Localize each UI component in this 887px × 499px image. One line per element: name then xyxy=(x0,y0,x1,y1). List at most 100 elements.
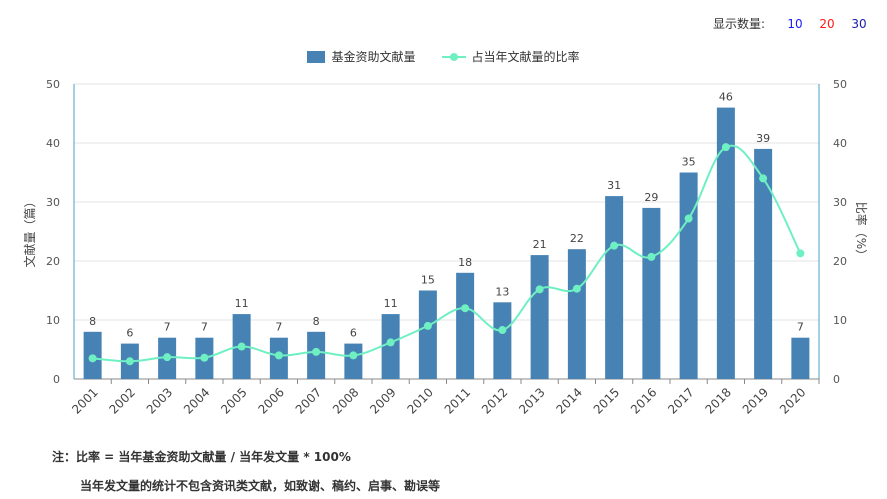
ratio-point xyxy=(88,354,97,363)
ratio-point xyxy=(423,321,432,330)
display-count-option-20[interactable]: 20 xyxy=(819,16,835,31)
legend-label-funded-count: 基金资助文献量 xyxy=(331,50,416,64)
note-exclusion: 当年发文量的统计不包含资讯类文献，如致谢、稿约、启事、勘误等 xyxy=(80,479,441,493)
x-tick-label: 2011 xyxy=(442,385,473,416)
x-tick-label: 2001 xyxy=(69,385,100,416)
display-count-control: 显示数量: 10 20 30 xyxy=(713,15,875,32)
bar xyxy=(642,207,661,379)
y-tick-label: 40 xyxy=(46,137,60,150)
bar-data-label: 18 xyxy=(458,256,472,269)
bar xyxy=(493,302,512,379)
ratio-point xyxy=(349,351,358,360)
y-axis-title: 文献量（篇） xyxy=(22,195,37,267)
bar xyxy=(344,343,363,379)
bar-data-label: 13 xyxy=(495,285,509,298)
bar-data-label: 11 xyxy=(235,297,249,310)
note-ratio-definition: 注：比率 = 当年基金资助文献量 / 当年发文量 * 100% xyxy=(52,450,351,464)
ratio-point xyxy=(163,353,172,362)
display-count-label: 显示数量: xyxy=(712,17,765,31)
bar-data-label: 46 xyxy=(719,91,733,104)
x-tick-label: 2010 xyxy=(404,385,435,416)
ratio-point xyxy=(535,285,544,294)
x-tick-label: 2013 xyxy=(516,385,547,416)
ratio-point xyxy=(647,252,656,261)
x-tick-label: 2012 xyxy=(479,385,510,416)
bar-data-label: 11 xyxy=(384,297,398,310)
bar-data-label: 6 xyxy=(126,327,133,340)
x-tick-label: 2003 xyxy=(144,385,175,416)
x-tick-label: 2004 xyxy=(181,385,212,416)
x-tick-label: 2007 xyxy=(293,385,324,416)
bar xyxy=(716,107,735,379)
x-tick-label: 2018 xyxy=(702,385,733,416)
display-count-option-10[interactable]: 10 xyxy=(787,16,803,31)
bar xyxy=(381,314,400,379)
bar-data-label: 7 xyxy=(797,321,804,334)
bar xyxy=(530,255,549,379)
ratio-point xyxy=(610,241,619,250)
ratio-point xyxy=(386,338,395,347)
y-tick-label: 20 xyxy=(46,255,60,268)
x-tick-label: 2015 xyxy=(591,385,622,416)
ratio-point xyxy=(498,326,507,335)
bar-data-label: 8 xyxy=(89,315,96,328)
bar-data-label: 21 xyxy=(533,238,547,251)
y2-tick-label: 40 xyxy=(833,137,847,150)
ratio-point xyxy=(721,143,730,152)
x-tick-label: 2014 xyxy=(553,385,584,416)
x-tick-label: 2020 xyxy=(777,385,808,416)
ratio-point xyxy=(200,353,209,362)
bar xyxy=(791,337,810,379)
bar-data-label: 6 xyxy=(350,327,357,340)
legend-item-ratio[interactable]: 占当年文献量的比率 xyxy=(441,48,580,65)
bar-data-label: 31 xyxy=(607,179,621,192)
y2-axis-title: 比率（%） xyxy=(854,202,869,261)
bar-data-label: 39 xyxy=(756,132,770,145)
ratio-point xyxy=(274,351,283,360)
y2-tick-label: 0 xyxy=(833,373,840,386)
bar xyxy=(679,172,698,379)
ratio-point xyxy=(125,357,134,366)
legend-bar-swatch xyxy=(307,50,326,63)
bar-data-label: 7 xyxy=(275,321,282,334)
bar xyxy=(418,290,437,379)
ratio-point xyxy=(684,214,693,223)
bar-data-label: 29 xyxy=(644,191,658,204)
ratio-point xyxy=(461,304,470,313)
ratio-point xyxy=(759,174,768,183)
ratio-point xyxy=(312,347,321,356)
y-tick-label: 30 xyxy=(46,196,60,209)
bar-data-label: 22 xyxy=(570,232,584,245)
x-tick-label: 2019 xyxy=(740,385,771,416)
bar-data-label: 7 xyxy=(201,321,208,334)
bar xyxy=(456,272,475,379)
legend-line-swatch xyxy=(441,51,466,63)
y2-tick-label: 30 xyxy=(833,196,847,209)
display-count-option-30[interactable]: 30 xyxy=(851,16,867,31)
ratio-series-line xyxy=(92,144,802,363)
x-tick-label: 2006 xyxy=(255,385,286,416)
bar-data-label: 35 xyxy=(682,156,696,169)
x-tick-label: 2008 xyxy=(330,385,361,416)
chart-legend: 基金资助文献量 占当年文献量的比率 xyxy=(0,48,887,65)
x-tick-label: 2016 xyxy=(628,385,659,416)
y2-tick-label: 20 xyxy=(833,255,847,268)
legend-item-funded-count[interactable]: 基金资助文献量 xyxy=(307,48,416,65)
y2-tick-label: 10 xyxy=(833,314,847,327)
x-tick-label: 2009 xyxy=(367,385,398,416)
y-tick-label: 50 xyxy=(46,78,60,91)
x-tick-label: 2002 xyxy=(106,385,137,416)
ratio-point xyxy=(796,249,805,258)
bar-data-label: 15 xyxy=(421,274,435,287)
bar xyxy=(754,148,773,379)
ratio-point xyxy=(237,342,246,351)
y-tick-label: 0 xyxy=(53,373,60,386)
x-tick-label: 2017 xyxy=(665,385,696,416)
x-tick-label: 2005 xyxy=(218,385,249,416)
y2-tick-label: 50 xyxy=(833,78,847,91)
legend-label-ratio: 占当年文献量的比率 xyxy=(471,50,580,64)
ratio-point xyxy=(572,284,581,293)
y-tick-label: 10 xyxy=(46,314,60,327)
bar-data-label: 7 xyxy=(164,321,171,334)
